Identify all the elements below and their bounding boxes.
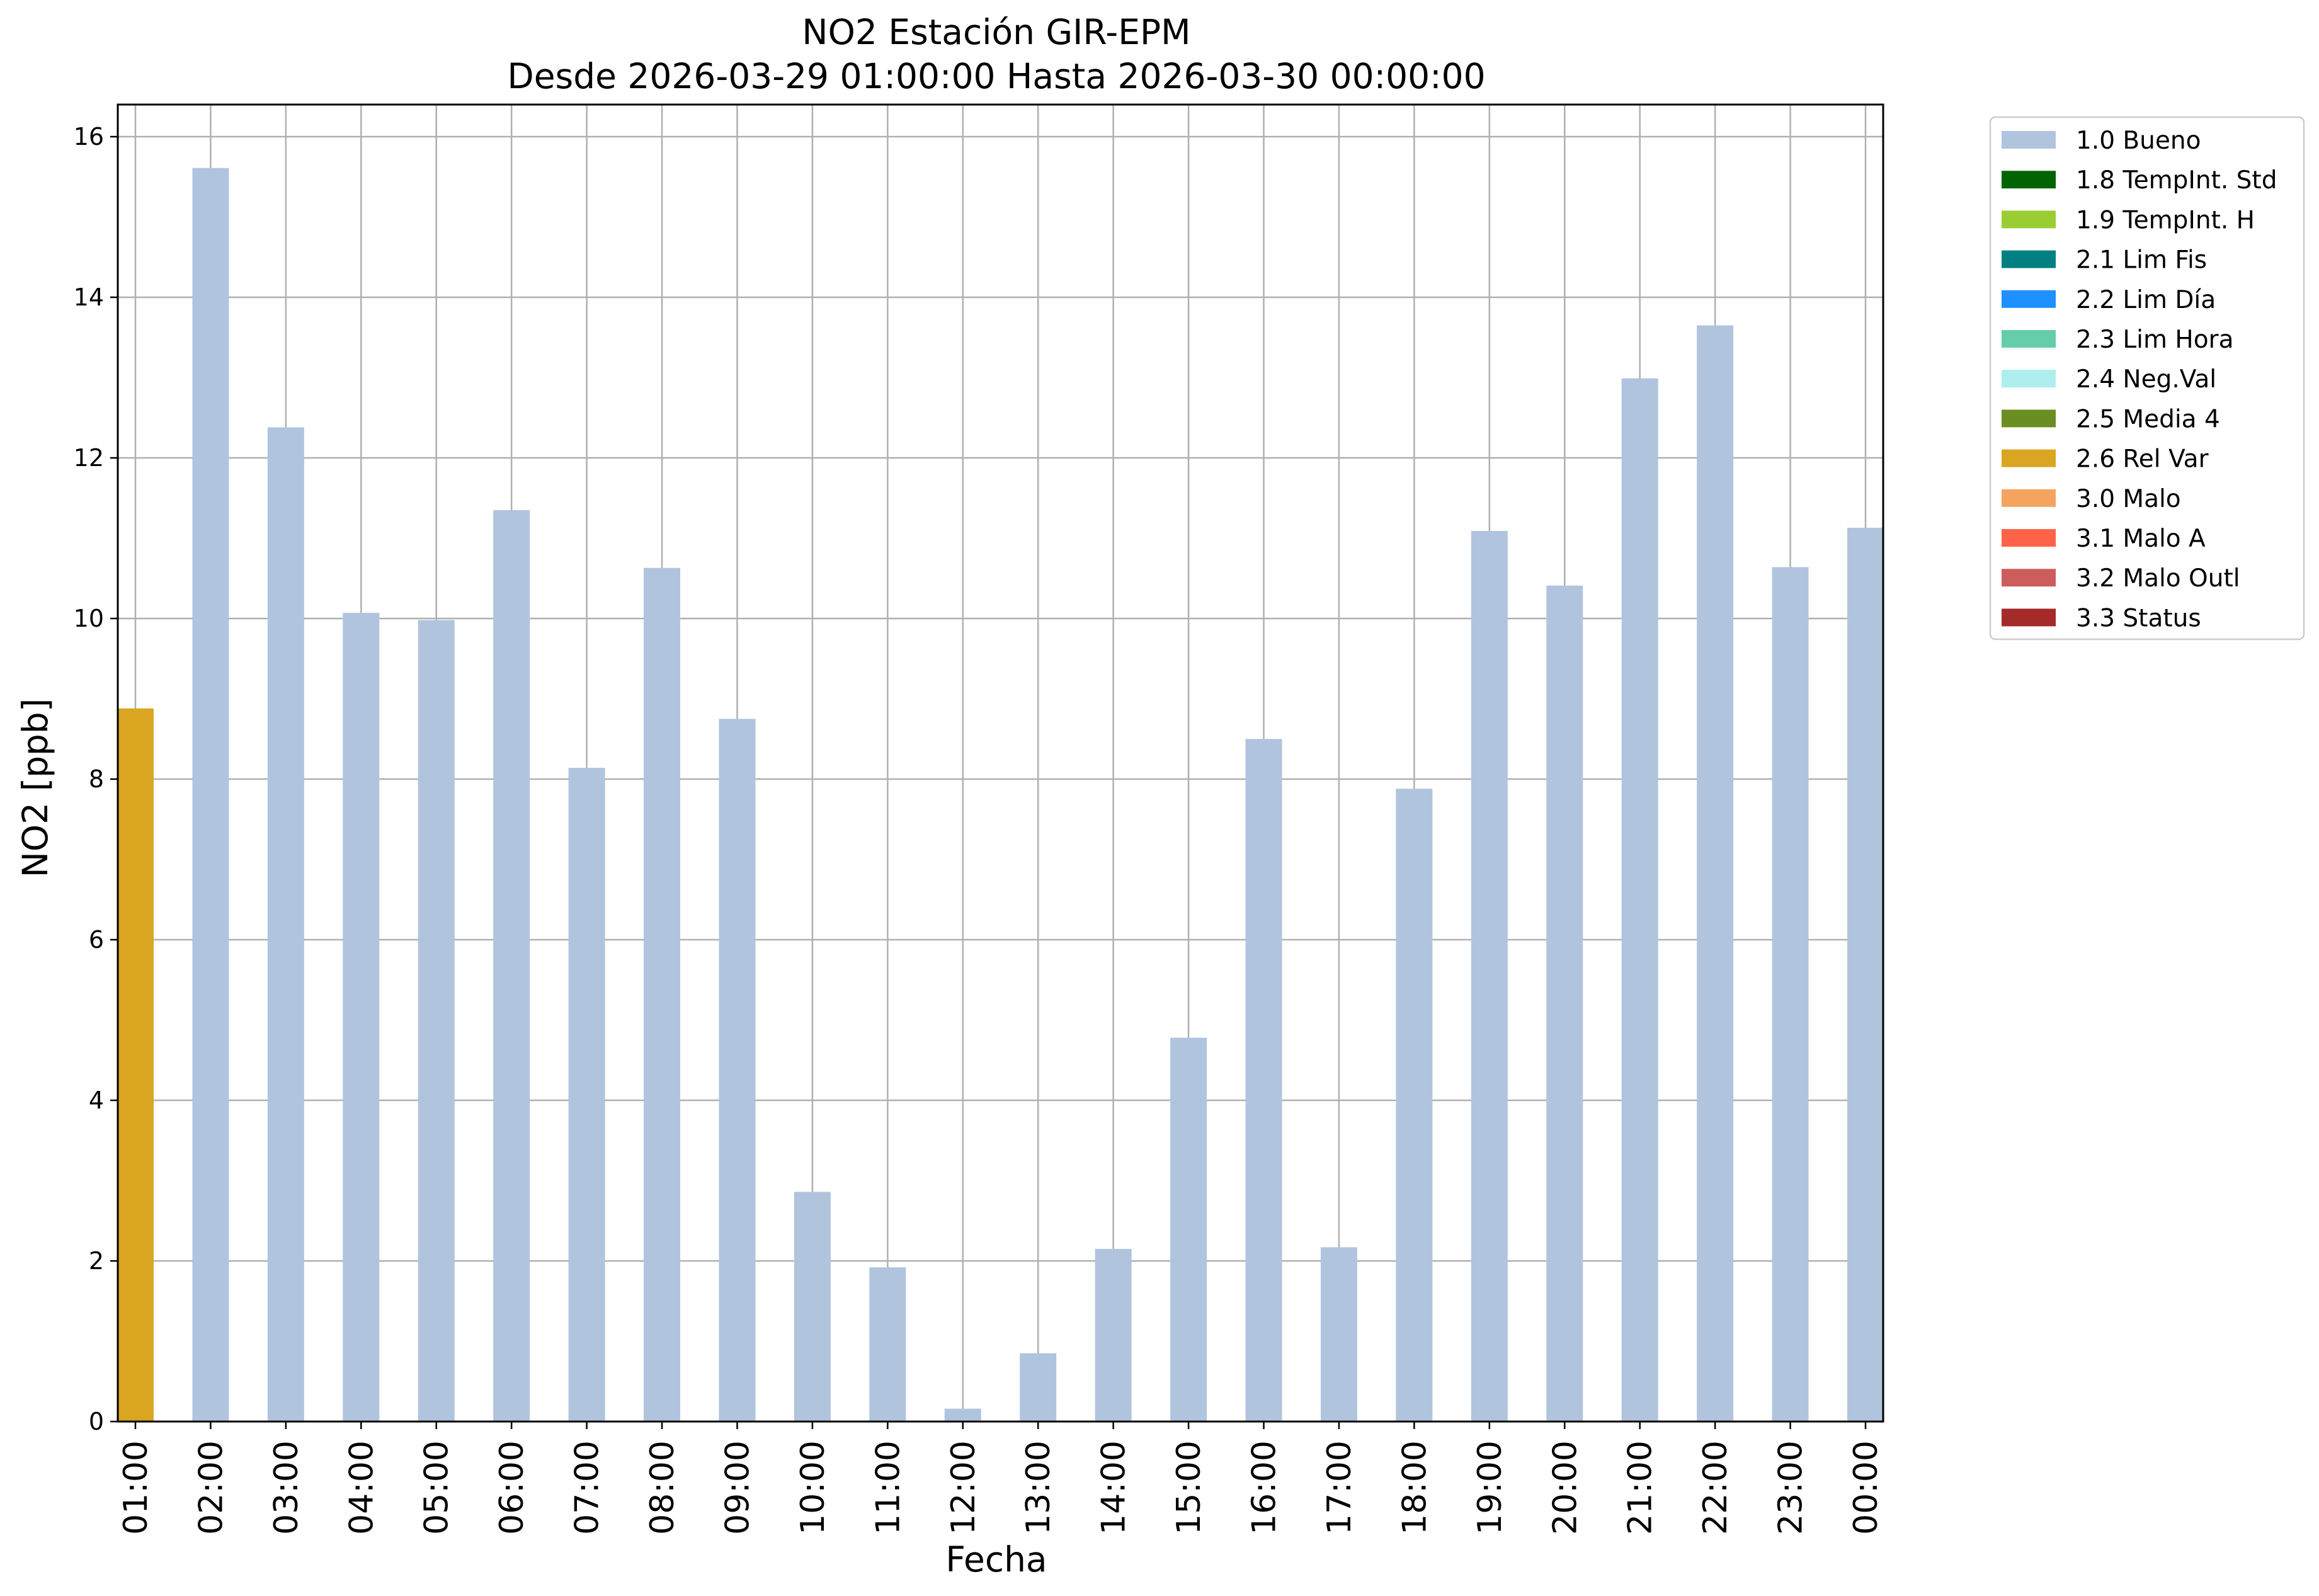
bar-23:00 [1772,567,1809,1422]
bar-21:00 [1621,378,1658,1422]
legend-label: 3.1 Malo A [2076,525,2206,553]
x-tick-label: 12:00 [945,1440,983,1535]
x-tick-label: 23:00 [1772,1440,1810,1535]
legend-swatch [2002,370,2056,388]
bar-04:00 [343,613,380,1422]
bar-07:00 [568,768,605,1422]
legend-swatch [2002,449,2056,467]
x-tick-label: 14:00 [1095,1440,1133,1535]
bar-15:00 [1170,1037,1207,1422]
x-tick-label: 07:00 [569,1440,607,1535]
x-tick-label: 09:00 [719,1440,756,1535]
x-tick-label: 21:00 [1622,1440,1660,1535]
bar-19:00 [1471,531,1508,1422]
bar-17:00 [1320,1247,1357,1422]
x-tick-label: 15:00 [1170,1440,1208,1535]
legend-swatch [2002,529,2056,547]
bar-00:00 [1847,527,1884,1422]
legend-label: 1.9 TempInt. H [2076,206,2255,234]
x-tick-label: 20:00 [1546,1440,1584,1535]
legend-box [1989,116,2305,641]
grid [118,105,1883,1423]
legend-label: 2.4 Neg.Val [2076,365,2216,394]
legend-label: 1.8 TempInt. Std [2076,166,2277,195]
legend-label: 2.2 Lim Día [2076,286,2216,314]
legend-swatch [2002,131,2056,149]
bar-06:00 [493,510,530,1422]
y-tick-label: 4 [89,1086,104,1114]
bar-03:00 [267,427,304,1422]
legend-swatch [2002,210,2056,229]
bar-20:00 [1546,585,1583,1422]
legend-swatch [2002,569,2056,587]
x-tick-label: 22:00 [1697,1440,1735,1535]
x-tick-label: 16:00 [1246,1440,1284,1535]
x-tick-label: 06:00 [493,1440,531,1535]
y-tick-label: 10 [74,605,104,632]
legend-label: 3.3 Status [2076,604,2201,632]
x-tick-label: 04:00 [343,1440,380,1535]
x-tick-label: 13:00 [1020,1440,1057,1535]
x-tick-label: 18:00 [1396,1440,1433,1535]
y-tick-label: 2 [89,1247,104,1275]
legend-swatch [2002,489,2056,507]
x-tick-label: 08:00 [644,1440,681,1535]
chart-title: NO2 Estación GIR-EPM [802,12,1190,52]
bar-22:00 [1697,325,1734,1422]
y-tick-label: 14 [74,283,104,311]
legend-swatch [2002,608,2056,627]
legend-label: 1.0 Bueno [2076,127,2201,155]
x-tick-label: 00:00 [1847,1440,1885,1535]
bar-18:00 [1396,789,1433,1422]
x-tick-label: 11:00 [869,1440,907,1535]
x-tick-label: 01:00 [117,1440,155,1535]
y-tick-label: 12 [74,444,104,472]
bar-14:00 [1095,1248,1132,1422]
legend-swatch [2002,250,2056,268]
x-tick-label: 17:00 [1321,1440,1359,1535]
legend-swatch [2002,330,2056,348]
x-tick-label: 03:00 [268,1440,305,1535]
bar-10:00 [794,1192,831,1422]
bar-01:00 [117,708,154,1422]
legend-label: 3.0 Malo [2076,485,2181,513]
bar-08:00 [644,567,681,1422]
bar-05:00 [418,620,455,1422]
chart-subtitle: Desde 2026-03-29 01:00:00 Hasta 2026-03-… [507,56,1485,96]
bar-11:00 [869,1267,906,1422]
legend-label: 3.2 Malo Outl [2076,564,2240,593]
legend-swatch [2002,409,2056,428]
legend-swatch [2002,171,2056,189]
x-tick-label: 02:00 [192,1440,230,1535]
x-axis-label: Fecha [945,1539,1047,1580]
y-tick-label: 0 [89,1408,104,1435]
y-tick-label: 6 [89,926,104,954]
legend-swatch [2002,290,2056,308]
y-tick-label: 16 [74,123,104,151]
x-tick-label: 19:00 [1471,1440,1509,1535]
axes: 0 2 4 6 8 10 12 14 16 01:00 02:00 03:00 04:00 05:00 06… [74,103,1885,1535]
legend-label: 2.1 Lim Fis [2076,246,2207,275]
bars [117,168,1884,1422]
bar-13:00 [1020,1353,1057,1422]
bar-02:00 [192,168,229,1422]
y-tick-label: 8 [89,765,104,793]
bar-09:00 [719,719,756,1422]
y-axis-label: NO2 [ppb] [15,698,55,878]
legend: 1.0 Bueno 1.8 TempInt. Std 1.9 TempInt. H 2… [1989,116,2305,641]
legend-label: 2.3 Lim Hora [2076,326,2234,354]
legend-label: 2.6 Rel Var [2076,445,2209,474]
bar-12:00 [944,1408,981,1422]
x-tick-label: 10:00 [794,1440,832,1535]
plot-frame [117,103,1884,1423]
bar-16:00 [1245,739,1282,1422]
legend-label: 2.5 Media 4 [2076,405,2220,433]
x-tick-label: 05:00 [418,1440,456,1535]
